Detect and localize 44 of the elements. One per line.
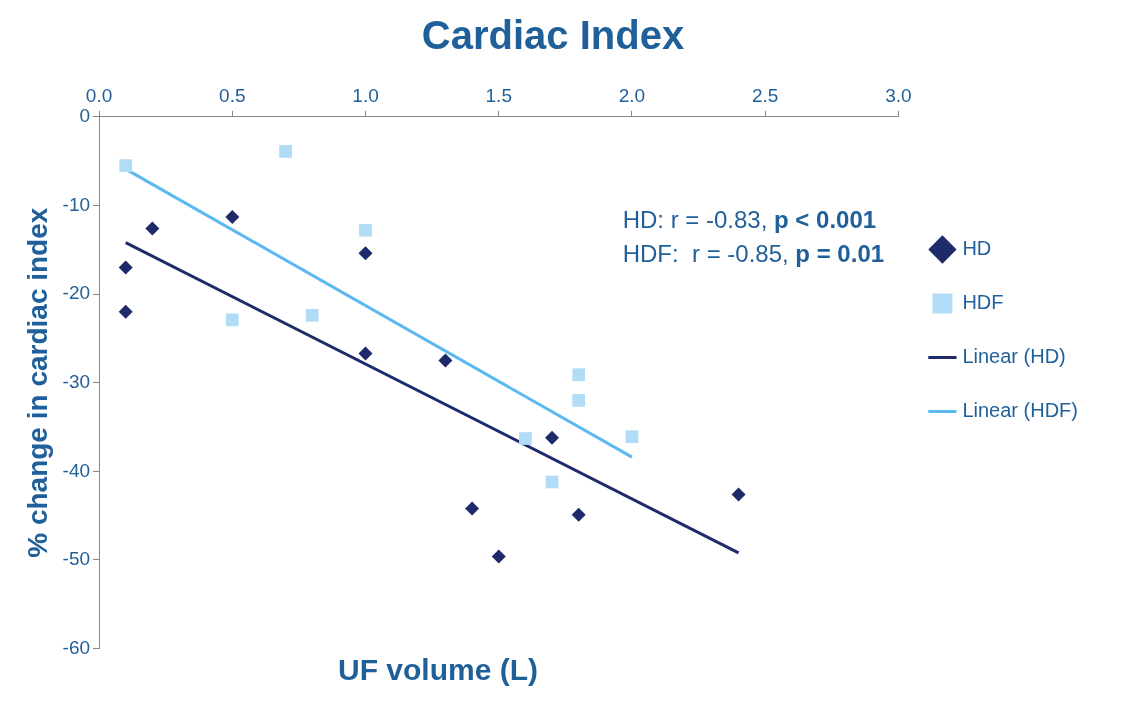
point [145,221,160,236]
point [519,432,532,445]
point [572,394,586,407]
annotation: HDF: r = -0.85, p = 0.01 [622,240,885,268]
point [545,430,560,445]
x-tick-label: 1.0 [352,84,379,106]
annotation: HD: r = -0.83, p < 0.001 [622,206,877,234]
point [491,549,506,564]
legend-label: HD [962,237,992,260]
point [225,313,239,327]
point [279,145,292,158]
legend-label: HDF [962,291,1004,314]
legend-label: Linear (HDF) [962,399,1078,422]
point [119,159,133,172]
point [118,304,133,319]
point [571,507,586,522]
point [358,346,373,361]
point [305,308,319,322]
x-tick-label: 0.5 [219,84,246,106]
y-tick-label: 0 [79,105,91,127]
y-tick-label: -50 [62,548,91,570]
y-tick-label: -60 [62,636,91,658]
point [572,368,586,382]
x-tick-label: 2.5 [751,84,779,106]
x-tick-label: 0.0 [85,84,113,106]
y-tick-label: -10 [62,193,91,215]
point [625,430,639,444]
point [358,246,373,261]
point [731,487,746,502]
point [438,353,453,368]
point [465,501,480,516]
point [118,260,133,275]
y-axis-title: % change in cardiac index [21,207,53,558]
point [225,209,240,224]
chart-title: Cardiac Index [421,13,685,58]
y-tick-label: -30 [62,370,91,392]
y-tick-label: -20 [62,282,91,304]
legend-label: Linear (HD) [962,345,1066,368]
x-tick-label: 2.0 [618,84,646,106]
point [359,223,372,237]
y-tick-label: -40 [62,459,91,481]
x-tick-label: 3.0 [885,84,912,106]
x-axis-title: UF volume (L) [338,653,538,686]
x-tick-label: 1.5 [485,84,512,106]
